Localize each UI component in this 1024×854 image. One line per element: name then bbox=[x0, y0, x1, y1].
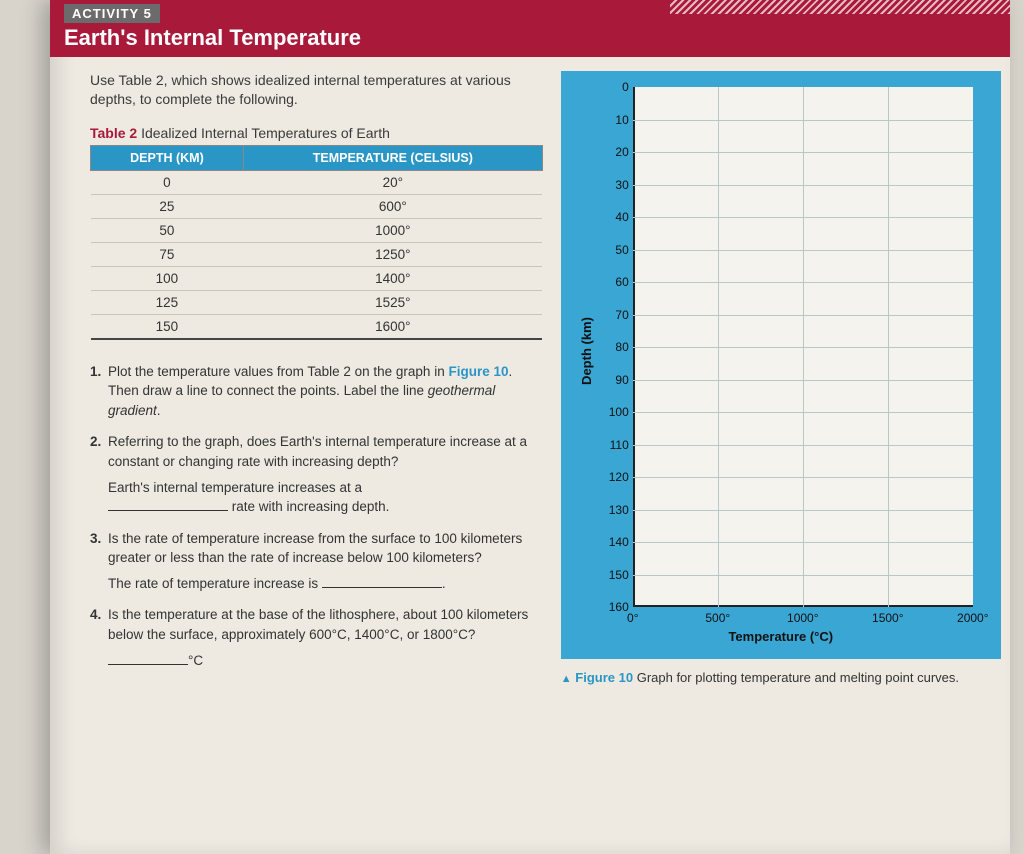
table-cell: 1000° bbox=[243, 218, 542, 242]
question-1: Plot the temperature values from Table 2… bbox=[90, 362, 543, 421]
table-cell: 1525° bbox=[243, 290, 542, 314]
q3-answer-b: . bbox=[442, 576, 446, 591]
y-tick-label: 150 bbox=[571, 568, 629, 582]
table-cell: 25 bbox=[91, 194, 244, 218]
chart: 0102030405060708090100110120130140150160… bbox=[571, 81, 991, 651]
question-2: Referring to the graph, does Earth's int… bbox=[90, 432, 543, 516]
content-area: Use Table 2, which shows idealized inter… bbox=[50, 57, 1010, 695]
y-tick-label: 110 bbox=[571, 438, 629, 452]
table-cell: 125 bbox=[91, 290, 244, 314]
table-cell: 600° bbox=[243, 194, 542, 218]
y-tick-label: 20 bbox=[571, 145, 629, 159]
left-column: Use Table 2, which shows idealized inter… bbox=[90, 71, 543, 687]
q4-blank[interactable] bbox=[108, 651, 188, 665]
y-tick-label: 40 bbox=[571, 210, 629, 224]
y-tick-label: 100 bbox=[571, 405, 629, 419]
q4-text: Is the temperature at the base of the li… bbox=[108, 607, 528, 642]
table-row: 020° bbox=[91, 170, 543, 194]
figure-caption-text: Graph for plotting temperature and melti… bbox=[633, 670, 959, 685]
activity-label: ACTIVITY 5 bbox=[64, 4, 160, 23]
gridline-v bbox=[888, 87, 889, 607]
table-row: 751250° bbox=[91, 242, 543, 266]
col-depth: DEPTH (KM) bbox=[91, 145, 244, 170]
col-temp: TEMPERATURE (CELSIUS) bbox=[243, 145, 542, 170]
plot-area bbox=[633, 87, 973, 607]
y-tick-label: 160 bbox=[571, 600, 629, 614]
figure-ref: Figure 10 bbox=[448, 364, 508, 379]
gridline-v bbox=[803, 87, 804, 607]
q4-answer-unit: °C bbox=[188, 653, 203, 668]
q2-blank[interactable] bbox=[108, 497, 228, 511]
table-row: 1251525° bbox=[91, 290, 543, 314]
y-axis-label: Depth (km) bbox=[579, 317, 594, 385]
figure-caption: ▲ Figure 10 Graph for plotting temperatu… bbox=[561, 669, 992, 687]
q2-text: Referring to the graph, does Earth's int… bbox=[108, 434, 527, 469]
x-tick-label: 2000° bbox=[957, 611, 989, 625]
q1-text-a: Plot the temperature values from Table 2… bbox=[108, 364, 448, 379]
x-tick-label: 1500° bbox=[872, 611, 904, 625]
y-tick-label: 60 bbox=[571, 275, 629, 289]
x-tick-label: 1000° bbox=[787, 611, 819, 625]
y-tick-label: 10 bbox=[571, 113, 629, 127]
intro-text: Use Table 2, which shows idealized inter… bbox=[90, 71, 543, 109]
x-axis-label: Temperature (°C) bbox=[571, 629, 991, 644]
data-table: DEPTH (KM) TEMPERATURE (CELSIUS) 020°256… bbox=[90, 145, 543, 340]
table-row: 1501600° bbox=[91, 314, 543, 339]
table-cell: 50 bbox=[91, 218, 244, 242]
table-number: Table 2 bbox=[90, 125, 137, 141]
y-tick-label: 140 bbox=[571, 535, 629, 549]
triangle-icon: ▲ bbox=[561, 673, 572, 685]
y-tick-label: 130 bbox=[571, 503, 629, 517]
page: ACTIVITY 5 Earth's Internal Temperature … bbox=[50, 0, 1010, 854]
y-tick-label: 0 bbox=[571, 80, 629, 94]
table-cell: 150 bbox=[91, 314, 244, 339]
q3-answer-a: The rate of temperature increase is bbox=[108, 576, 322, 591]
table-cell: 1600° bbox=[243, 314, 542, 339]
table-cell: 100 bbox=[91, 266, 244, 290]
activity-title: Earth's Internal Temperature bbox=[64, 25, 996, 51]
q2-answer-b: rate with increasing depth. bbox=[232, 499, 390, 514]
q3-text: Is the rate of temperature increase from… bbox=[108, 531, 522, 566]
y-tick-label: 120 bbox=[571, 470, 629, 484]
question-list: Plot the temperature values from Table 2… bbox=[90, 362, 543, 670]
table-caption: Table 2 Idealized Internal Temperatures … bbox=[90, 125, 543, 141]
q2-answer-a: Earth's internal temperature increases a… bbox=[108, 480, 362, 495]
x-tick-label: 0° bbox=[627, 611, 638, 625]
question-3: Is the rate of temperature increase from… bbox=[90, 529, 543, 594]
table-cell: 1400° bbox=[243, 266, 542, 290]
table-cell: 0 bbox=[91, 170, 244, 194]
q1-text-c: . bbox=[157, 403, 161, 418]
right-column: 0102030405060708090100110120130140150160… bbox=[561, 71, 992, 687]
q3-blank[interactable] bbox=[322, 574, 442, 588]
y-tick-label: 50 bbox=[571, 243, 629, 257]
header-decor-stripes bbox=[670, 0, 1010, 14]
table-cell: 20° bbox=[243, 170, 542, 194]
gridline-v bbox=[718, 87, 719, 607]
table-header-row: DEPTH (KM) TEMPERATURE (CELSIUS) bbox=[91, 145, 543, 170]
chart-frame: 0102030405060708090100110120130140150160… bbox=[561, 71, 1001, 659]
y-tick-label: 30 bbox=[571, 178, 629, 192]
figure-number: Figure 10 bbox=[575, 670, 633, 685]
table-cell: 75 bbox=[91, 242, 244, 266]
activity-header: ACTIVITY 5 Earth's Internal Temperature bbox=[50, 0, 1010, 57]
table-row: 1001400° bbox=[91, 266, 543, 290]
table-cell: 1250° bbox=[243, 242, 542, 266]
question-4: Is the temperature at the base of the li… bbox=[90, 605, 543, 670]
table-row: 501000° bbox=[91, 218, 543, 242]
x-tick-label: 500° bbox=[705, 611, 730, 625]
table-caption-text: Idealized Internal Temperatures of Earth bbox=[137, 125, 390, 141]
table-row: 25600° bbox=[91, 194, 543, 218]
